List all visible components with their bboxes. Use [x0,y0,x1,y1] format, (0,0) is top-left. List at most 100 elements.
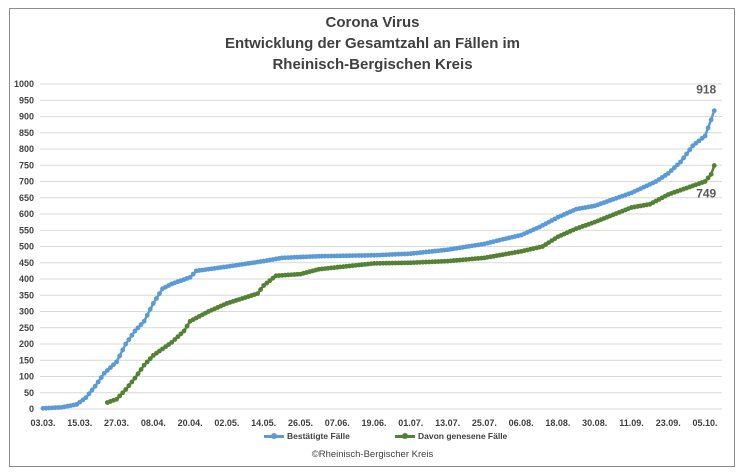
data-point-1 [705,175,711,181]
data-point-0 [681,155,686,161]
y-tick-label: 850 [19,128,34,138]
copyright-note: ©Rheinisch-Bergischer Kreis [311,449,434,460]
legend-label-recovered: Davon genesene Fälle [418,431,508,441]
data-point-0 [95,379,101,385]
data-point-0 [678,159,683,165]
data-point-1 [181,328,187,334]
y-tick-label: 500 [19,242,34,252]
y-tick-label: 600 [19,209,34,219]
legend-label-confirmed: Bestätigte Fälle [287,431,350,441]
data-point-0 [111,362,116,368]
title-line-2: Entwicklung der Gesamtzahl an Fällen im [224,35,521,52]
data-point-0 [117,353,123,359]
data-point-1 [175,334,181,340]
data-point-1 [141,362,147,368]
data-point-1 [114,396,119,402]
data-point-1 [132,375,138,381]
y-tick-label: 100 [19,372,34,382]
legend-item-recovered: Davon genesene Fälle [395,431,507,441]
data-point-0 [101,370,107,376]
data-point-1 [117,393,123,399]
y-tick-label: 250 [19,323,34,333]
data-point-0 [86,391,92,397]
data-point-0 [104,368,110,373]
legend-marker-recovered [395,432,415,439]
data-point-0 [144,312,150,318]
data-point-0 [150,300,156,306]
end-value-label-0: 918 [696,83,716,97]
y-tick-label: 550 [19,225,34,235]
x-tick-label: 03.03. [30,418,55,428]
y-tick-label: 50 [24,388,34,398]
data-point-0 [132,328,138,334]
data-point-0 [675,162,680,168]
x-tick-label: 06.08. [509,418,534,428]
data-point-0 [114,359,119,365]
y-tick-label: 300 [19,307,34,317]
y-tick-label: 650 [19,193,34,203]
data-point-0 [108,365,113,370]
data-point-1 [255,291,260,297]
x-tick-label: 13.07. [435,418,460,428]
data-point-0 [98,375,104,380]
data-point-0 [89,387,95,393]
title-line-3: Rheinisch-Bergischen Kreis [272,56,473,73]
y-tick-label: 1000 [14,79,34,89]
data-point-0 [126,337,132,343]
data-point-0 [705,125,711,131]
data-point-0 [708,117,714,123]
x-tick-label: 20.04. [178,418,203,428]
data-point-0 [190,271,196,277]
x-tick-label: 07.06. [325,418,350,428]
y-tick-label: 750 [19,160,34,170]
data-point-1 [178,331,184,337]
x-tick-label: 23.09. [656,418,681,428]
chart-title: Corona Virus Entwicklung der Gesamtzahl … [0,12,745,75]
y-tick-label: 0 [29,404,34,414]
data-point-1 [172,337,178,342]
x-tick-label: 01.07. [398,418,423,428]
y-tick-label: 200 [19,339,34,349]
y-tick-label: 800 [19,144,34,154]
data-point-0 [187,274,193,280]
data-point-0 [129,332,135,338]
data-point-0 [120,347,126,353]
data-point-1 [123,387,129,392]
data-point-0 [154,296,159,301]
x-tick-label: 25.07. [472,418,497,428]
data-point-1 [147,356,153,362]
legend-item-confirmed: Bestätigte Fälle [264,431,350,441]
series-line-1 [106,165,716,404]
x-tick-label: 18.08. [545,418,570,428]
data-point-1 [144,359,150,365]
y-tick-label: 950 [19,95,34,105]
y-tick-label: 350 [19,290,34,300]
data-point-0 [141,318,147,324]
data-point-0 [92,383,98,389]
legend-marker-confirmed [264,432,284,439]
x-tick-label: 27.03. [104,418,129,428]
x-tick-label: 11.09. [619,418,644,428]
data-point-0 [668,168,674,173]
x-tick-label: 05.10. [693,418,718,428]
y-tick-label: 150 [19,355,34,365]
x-tick-label: 02.05. [214,418,239,428]
data-point-0 [147,306,153,312]
end-value-label-1: 749 [696,187,716,201]
y-tick-label: 900 [19,112,34,122]
data-point-1 [258,287,264,292]
data-point-1 [711,163,717,168]
data-point-0 [687,147,693,153]
data-point-1 [126,383,132,389]
data-point-1 [129,379,135,385]
data-point-0 [138,322,144,327]
data-point-0 [684,151,690,157]
y-tick-label: 700 [19,177,34,187]
data-point-0 [83,395,89,401]
data-point-0 [702,133,708,139]
data-point-1 [138,367,144,372]
data-point-0 [135,325,141,331]
data-point-1 [708,171,714,177]
data-point-1 [169,339,175,345]
